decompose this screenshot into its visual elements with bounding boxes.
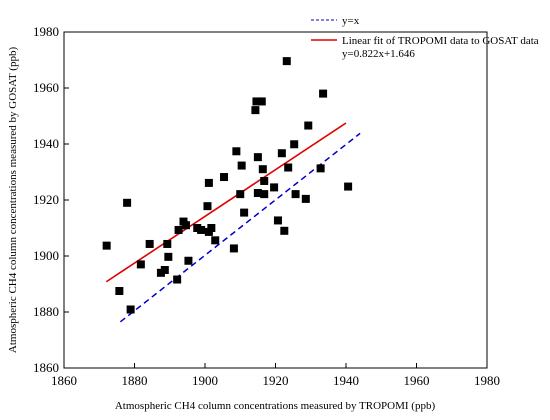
scatter-point xyxy=(260,190,269,199)
scatter-point xyxy=(258,165,267,174)
x-tick-label: 1860 xyxy=(51,373,77,388)
x-tick-label: 1900 xyxy=(192,373,218,388)
y-tick-label: 1940 xyxy=(33,136,59,151)
scatter-point xyxy=(126,305,135,314)
scatter-point xyxy=(257,97,266,106)
x-ticks: 1860 1880 1900 1920 1940 1960 1980 xyxy=(51,363,500,388)
scatter-point xyxy=(220,173,229,182)
scatter-point xyxy=(253,189,262,197)
scatter-point xyxy=(236,190,245,199)
scatter-point xyxy=(344,182,353,191)
scatter-point xyxy=(160,266,169,274)
scatter-point xyxy=(211,236,220,245)
scatter-point xyxy=(280,226,289,235)
y-tick-label: 1900 xyxy=(33,248,59,263)
x-tick-label: 1920 xyxy=(263,373,289,388)
fit-equation: y=0.822x+1.646 xyxy=(342,48,415,60)
legend-label-identity: y=x xyxy=(342,15,360,27)
scatter-point xyxy=(173,275,182,284)
y-axis-title: Atmospheric CH4 column concentrations me… xyxy=(7,47,19,354)
scatter-point xyxy=(251,106,260,115)
y-ticks: 1860 1880 1900 1920 1940 1960 1980 xyxy=(33,24,69,375)
scatter-point xyxy=(319,89,328,98)
scatter-point xyxy=(304,121,313,130)
scatter-point xyxy=(282,57,291,66)
fit-line xyxy=(105,122,347,283)
scatter-point xyxy=(136,260,145,269)
scatter-point xyxy=(260,176,269,185)
y-tick-label: 1880 xyxy=(33,304,59,319)
scatter-point xyxy=(115,287,124,295)
y-tick-label: 1920 xyxy=(33,192,59,207)
legend-label-fit: Linear fit of TROPOMI data to GOSAT data xyxy=(342,35,539,47)
scatter-point xyxy=(163,239,172,248)
scatter-point xyxy=(277,149,286,158)
scatter-point xyxy=(301,194,310,203)
scatter-point xyxy=(207,224,216,232)
scatter-points xyxy=(102,57,353,314)
scatter-point xyxy=(270,183,279,192)
x-axis-title: Atmospheric CH4 column concentrations me… xyxy=(115,400,436,412)
scatter-point xyxy=(290,140,299,149)
scatter-point xyxy=(232,147,241,156)
scatter-point xyxy=(273,216,282,225)
legend: y=x Linear fit of TROPOMI data to GOSAT … xyxy=(311,15,539,60)
scatter-point xyxy=(284,163,293,172)
y-tick-label: 1980 xyxy=(33,24,59,39)
scatter-point xyxy=(204,178,213,187)
y-tick-label: 1960 xyxy=(33,80,59,95)
x-tick-label: 1960 xyxy=(404,373,430,388)
scatter-point xyxy=(181,221,190,230)
scatter-point xyxy=(229,244,238,253)
x-tick-label: 1880 xyxy=(122,373,148,388)
scatter-point xyxy=(252,97,261,106)
x-tick-label: 1980 xyxy=(474,373,500,388)
scatter-point xyxy=(197,225,206,234)
scatter-point xyxy=(123,198,132,207)
scatter-point xyxy=(237,161,246,170)
scatter-point xyxy=(145,239,154,248)
x-tick-label: 1940 xyxy=(333,373,359,388)
scatter-point xyxy=(240,208,249,217)
scatter-point xyxy=(203,202,212,211)
scatter-point xyxy=(174,225,183,234)
scatter-point xyxy=(253,153,262,162)
scatter-point xyxy=(316,164,325,173)
scatter-point xyxy=(164,252,173,261)
y-tick-label: 1860 xyxy=(33,360,59,375)
scatter-point xyxy=(184,256,193,265)
scatter-point xyxy=(102,241,111,250)
scatter-point xyxy=(291,190,300,199)
